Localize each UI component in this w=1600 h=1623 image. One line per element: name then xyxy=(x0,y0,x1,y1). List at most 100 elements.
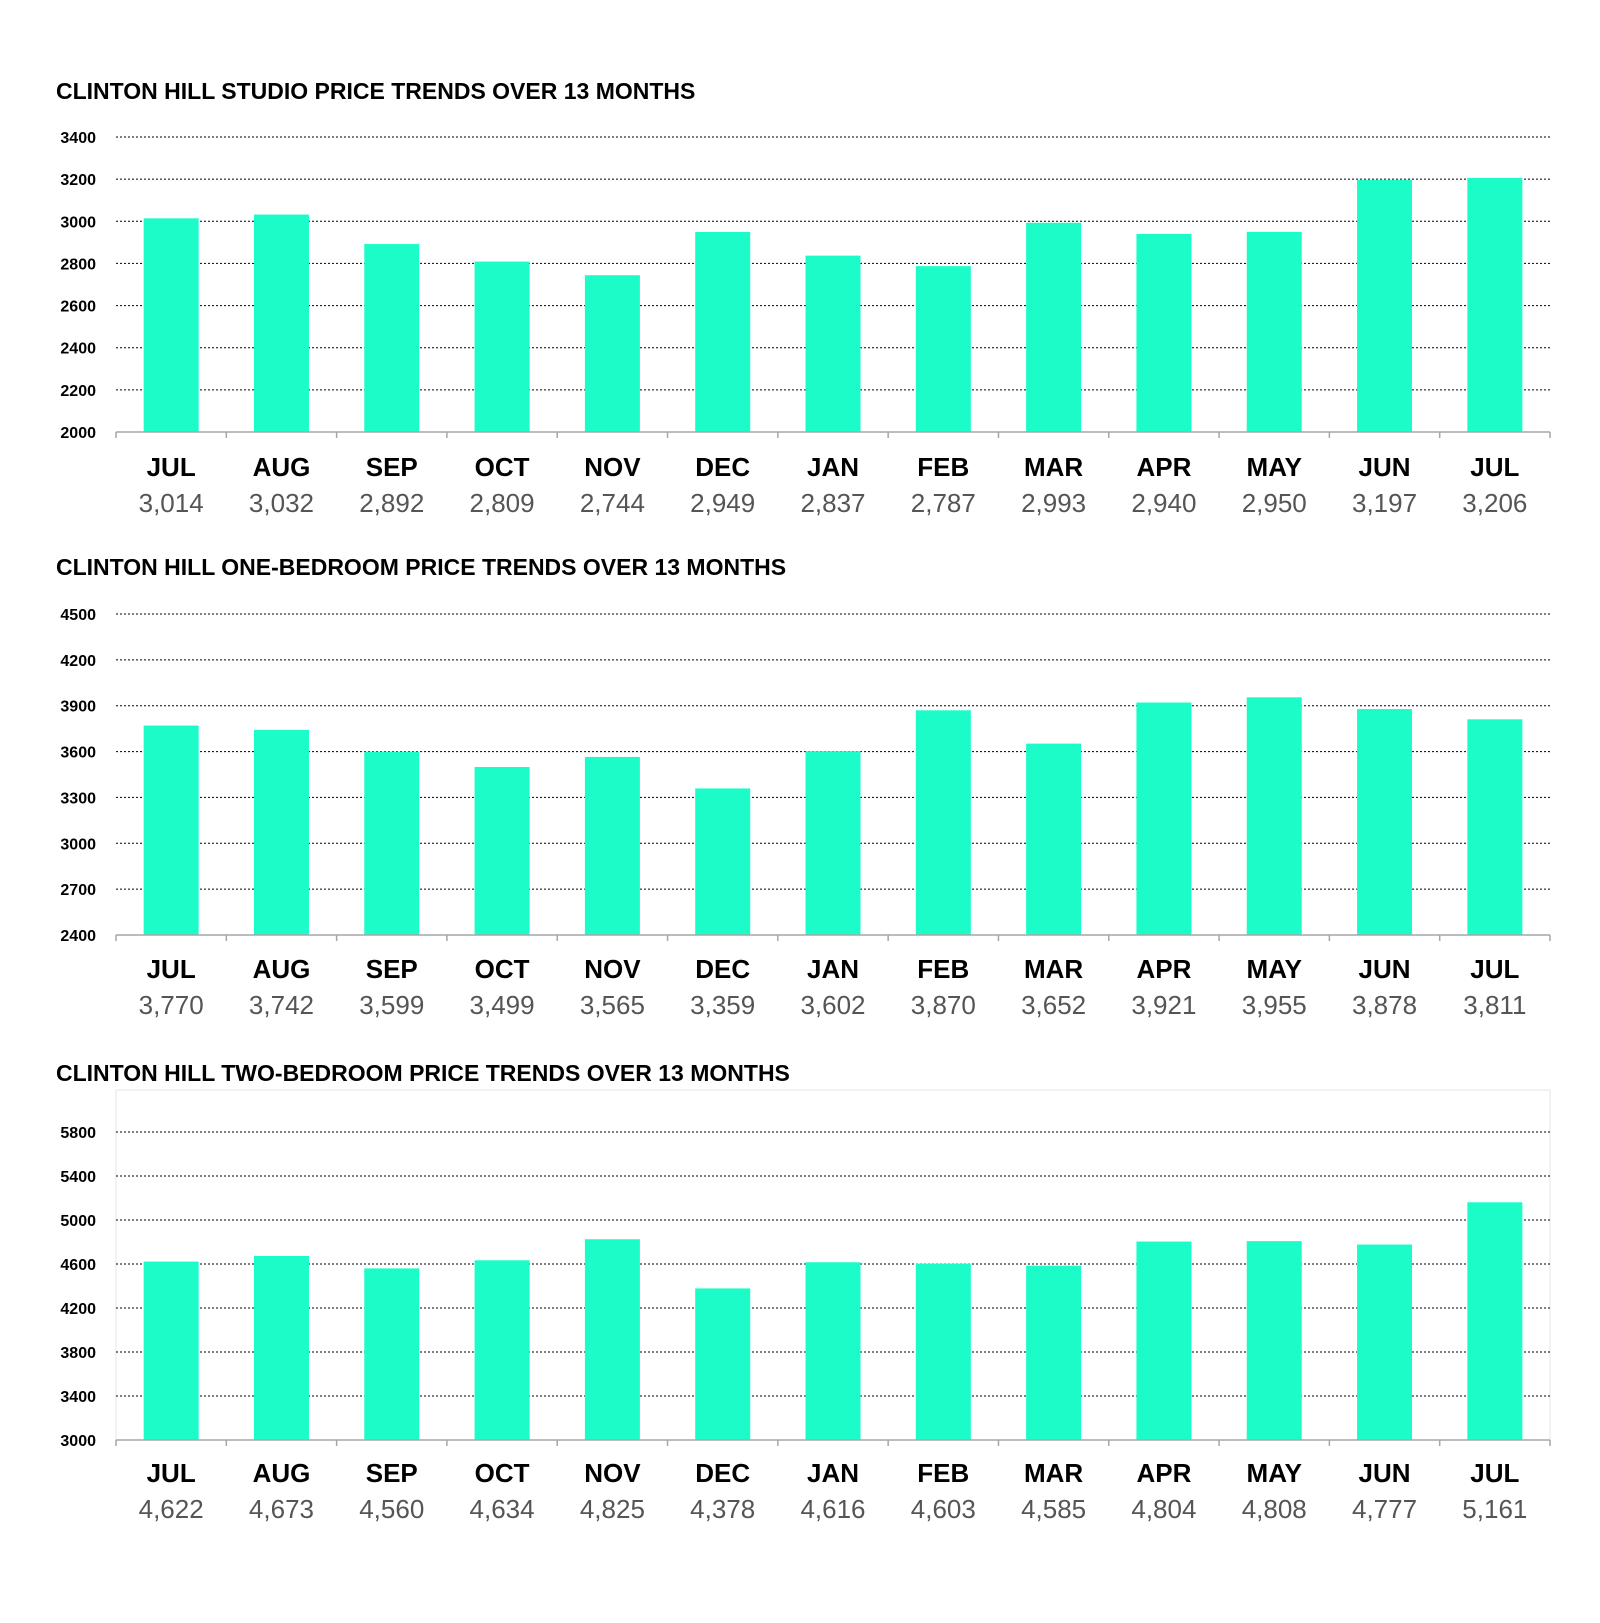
x-value-label: 2,892 xyxy=(359,488,424,518)
bar xyxy=(1246,231,1302,432)
bar xyxy=(253,214,309,432)
bar xyxy=(1467,719,1523,935)
x-category-label: JAN xyxy=(807,1458,859,1488)
x-category-label: JUL xyxy=(147,954,196,984)
x-category-label: JUN xyxy=(1359,1458,1411,1488)
y-tick-label: 2700 xyxy=(60,882,96,899)
x-category-label: NOV xyxy=(584,954,641,984)
x-value-label: 4,616 xyxy=(800,1494,865,1524)
bar xyxy=(584,756,640,935)
y-tick-label: 3200 xyxy=(60,172,96,189)
bar xyxy=(143,218,199,432)
x-value-label: 3,599 xyxy=(359,990,424,1020)
x-category-label: NOV xyxy=(584,452,641,482)
x-category-label: JUN xyxy=(1359,452,1411,482)
bar xyxy=(143,1261,199,1440)
x-value-label: 4,825 xyxy=(580,1494,645,1524)
bar xyxy=(1136,702,1192,935)
bar xyxy=(1357,709,1413,935)
x-value-label: 3,197 xyxy=(1352,488,1417,518)
one-bedroom-chart-plot: 2400 2700 3000 3300 3600 3900 4200 4500 JUL 3,770… xyxy=(60,607,1551,1020)
bar xyxy=(915,1263,971,1440)
x-value-label: 3,014 xyxy=(139,488,204,518)
x-category-label: JAN xyxy=(807,452,859,482)
x-value-label: 2,787 xyxy=(911,488,976,518)
bar xyxy=(253,1255,309,1440)
x-category-label: MAR xyxy=(1024,452,1083,482)
chart-title: CLINTON HILL ONE-BEDROOM PRICE TRENDS OV… xyxy=(56,554,787,580)
y-tick-label: 2400 xyxy=(60,928,96,945)
x-category-label: APR xyxy=(1136,452,1191,482)
x-category-label: JUL xyxy=(1470,1458,1519,1488)
y-tick-label: 4200 xyxy=(60,653,96,670)
bar xyxy=(1467,1202,1523,1440)
x-value-label: 3,770 xyxy=(139,990,204,1020)
y-tick-label: 3900 xyxy=(60,699,96,716)
y-tick-label: 4200 xyxy=(60,1301,96,1318)
chart-title: CLINTON HILL STUDIO PRICE TRENDS OVER 13… xyxy=(56,78,696,104)
bar xyxy=(1467,177,1523,432)
x-category-label: APR xyxy=(1136,954,1191,984)
x-value-label: 2,837 xyxy=(800,488,865,518)
chart-title: CLINTON HILL TWO-BEDROOM PRICE TRENDS OV… xyxy=(56,1060,790,1086)
x-value-label: 3,602 xyxy=(800,990,865,1020)
x-value-label: 5,161 xyxy=(1462,1494,1527,1524)
bar xyxy=(584,275,640,432)
bar xyxy=(364,1268,420,1440)
y-tick-label: 4500 xyxy=(60,607,96,624)
y-tick-label: 4600 xyxy=(60,1257,96,1274)
x-value-label: 4,560 xyxy=(359,1494,424,1524)
bar xyxy=(805,751,861,935)
bar xyxy=(695,788,751,935)
bar xyxy=(364,751,420,935)
x-value-label: 2,950 xyxy=(1242,488,1307,518)
x-value-label: 4,804 xyxy=(1131,1494,1196,1524)
x-value-label: 3,811 xyxy=(1463,990,1526,1020)
x-value-label: 4,634 xyxy=(470,1494,535,1524)
x-category-label: DEC xyxy=(695,1458,750,1488)
bar xyxy=(1357,1244,1413,1440)
two-bedroom-price-chart: CLINTON HILL TWO-BEDROOM PRICE TRENDS OV… xyxy=(0,1060,1600,1540)
x-value-label: 4,808 xyxy=(1242,1494,1307,1524)
x-value-label: 4,622 xyxy=(139,1494,204,1524)
x-category-label: OCT xyxy=(475,452,530,482)
x-value-label: 4,378 xyxy=(690,1494,755,1524)
bar xyxy=(805,1262,861,1440)
y-tick-label: 3000 xyxy=(60,836,96,853)
x-category-label: MAY xyxy=(1247,452,1302,482)
x-category-label: FEB xyxy=(917,1458,969,1488)
x-value-label: 3,206 xyxy=(1462,488,1527,518)
bar xyxy=(1026,222,1082,432)
x-value-label: 3,359 xyxy=(690,990,755,1020)
x-category-label: JUN xyxy=(1359,954,1411,984)
bar xyxy=(1136,1241,1192,1440)
x-value-label: 3,032 xyxy=(249,488,314,518)
studio-price-chart: CLINTON HILL STUDIO PRICE TRENDS OVER 13… xyxy=(0,78,1600,528)
x-category-label: AUG xyxy=(253,1458,311,1488)
x-category-label: DEC xyxy=(695,954,750,984)
bar xyxy=(143,725,199,935)
x-category-label: SEP xyxy=(366,452,418,482)
bar xyxy=(1246,697,1302,935)
x-value-label: 2,949 xyxy=(690,488,755,518)
x-value-label: 2,940 xyxy=(1131,488,1196,518)
bar xyxy=(474,1260,530,1440)
y-tick-label: 3800 xyxy=(60,1345,96,1362)
y-tick-label: 3600 xyxy=(60,745,96,762)
x-value-label: 3,870 xyxy=(911,990,976,1020)
x-category-label: JUL xyxy=(1470,452,1519,482)
bar xyxy=(474,767,530,935)
y-tick-label: 3000 xyxy=(60,214,96,231)
y-tick-label: 3300 xyxy=(60,790,96,807)
x-category-label: JAN xyxy=(807,954,859,984)
two-bedroom-chart-plot: 3000 3400 3800 4200 4600 5000 5400 5800 JUL 4,622… xyxy=(60,1089,1551,1524)
x-value-label: 2,993 xyxy=(1021,488,1086,518)
studio-chart-plot: 2000 2200 2400 2600 2800 3000 3200 3400 JUL 3,014… xyxy=(60,130,1551,518)
x-category-label: MAR xyxy=(1024,954,1083,984)
x-category-label: MAY xyxy=(1247,954,1302,984)
x-category-label: AUG xyxy=(253,452,311,482)
x-value-label: 2,744 xyxy=(580,488,645,518)
bar xyxy=(1357,179,1413,432)
x-category-label: SEP xyxy=(366,1458,418,1488)
bar xyxy=(805,255,861,432)
